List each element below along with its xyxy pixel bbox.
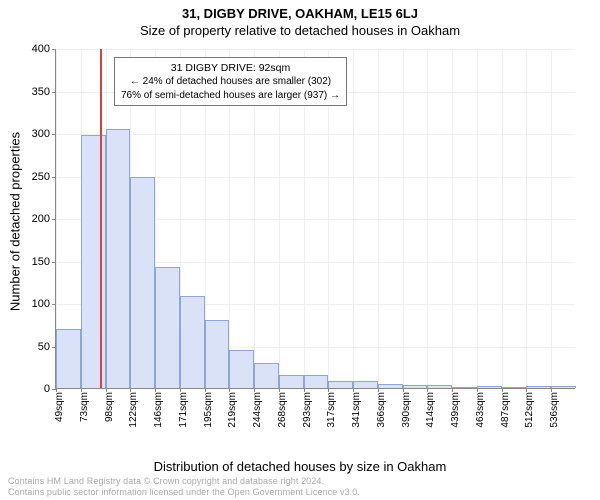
gridline-h — [56, 49, 575, 50]
xtick-label: 487sqm — [500, 392, 511, 428]
gridline-v — [526, 49, 527, 388]
ytick-label: 200 — [32, 213, 50, 225]
page-subtitle: Size of property relative to detached ho… — [0, 21, 600, 42]
xtick-label: 122sqm — [128, 392, 139, 428]
chart-container: Number of detached properties 0501001502… — [0, 44, 600, 444]
plot-area: 05010015020025030035040049sqm73sqm98sqm1… — [55, 49, 575, 389]
histogram-bar — [130, 177, 155, 388]
histogram-bar — [526, 386, 551, 388]
histogram-bar — [551, 386, 576, 388]
ytick-label: 100 — [32, 298, 50, 310]
xtick-label: 317sqm — [326, 392, 337, 428]
gridline-v — [353, 49, 354, 388]
histogram-bar — [229, 350, 254, 388]
histogram-bar — [56, 329, 81, 389]
ytick-label: 400 — [32, 43, 50, 55]
histogram-bar — [304, 375, 329, 388]
info-box-line3: 76% of semi-detached houses are larger (… — [121, 89, 340, 103]
histogram-bar — [403, 385, 428, 388]
xtick-label: 268sqm — [277, 392, 288, 428]
xtick-label: 341sqm — [351, 392, 362, 428]
xtick-label: 512sqm — [524, 392, 535, 428]
credits-line1: Contains HM Land Registry data © Crown c… — [8, 476, 360, 487]
histogram-bar — [205, 320, 230, 388]
xtick-label: 366sqm — [376, 392, 387, 428]
credits-line2: Contains public sector information licen… — [8, 487, 360, 498]
histogram-bar — [106, 129, 131, 388]
info-box-line2: ← 24% of detached houses are smaller (30… — [121, 75, 340, 89]
xtick-label: 73sqm — [79, 392, 90, 422]
xtick-label: 219sqm — [227, 392, 238, 428]
y-axis-label: Number of detached properties — [8, 92, 23, 352]
histogram-bar — [254, 363, 279, 389]
gridline-v — [477, 49, 478, 388]
ytick-label: 250 — [32, 171, 50, 183]
gridline-v — [403, 49, 404, 388]
page-title: 31, DIGBY DRIVE, OAKHAM, LE15 6LJ — [0, 0, 600, 21]
gridline-v — [502, 49, 503, 388]
info-box: 31 DIGBY DRIVE: 92sqm ← 24% of detached … — [114, 57, 347, 106]
xtick-label: 146sqm — [153, 392, 164, 428]
xtick-label: 414sqm — [425, 392, 436, 428]
histogram-bar — [328, 381, 353, 388]
histogram-bar — [279, 375, 304, 388]
xtick-label: 244sqm — [252, 392, 263, 428]
histogram-bar — [502, 387, 527, 388]
histogram-bar — [477, 386, 502, 388]
histogram-bar — [155, 267, 180, 388]
xtick-label: 536sqm — [549, 392, 560, 428]
x-axis-label: Distribution of detached houses by size … — [0, 459, 600, 474]
credits: Contains HM Land Registry data © Crown c… — [8, 476, 360, 499]
gridline-v — [452, 49, 453, 388]
histogram-bar — [180, 296, 205, 388]
ytick-label: 50 — [38, 341, 50, 353]
histogram-bar — [81, 135, 106, 388]
histogram-bar — [427, 385, 452, 388]
gridline-v — [427, 49, 428, 388]
xtick-label: 463sqm — [475, 392, 486, 428]
histogram-bar — [378, 384, 403, 388]
gridline-h — [56, 134, 575, 135]
xtick-label: 49sqm — [54, 392, 65, 422]
info-box-line1: 31 DIGBY DRIVE: 92sqm — [121, 61, 340, 75]
histogram-bar — [353, 381, 378, 388]
xtick-label: 390sqm — [401, 392, 412, 428]
gridline-v — [551, 49, 552, 388]
ytick-label: 0 — [44, 383, 50, 395]
histogram-bar — [452, 387, 477, 388]
xtick-label: 171sqm — [178, 392, 189, 428]
xtick-label: 293sqm — [302, 392, 313, 428]
ytick-label: 300 — [32, 128, 50, 140]
xtick-label: 439sqm — [450, 392, 461, 428]
xtick-label: 195sqm — [203, 392, 214, 428]
gridline-v — [378, 49, 379, 388]
ytick-label: 150 — [32, 256, 50, 268]
marker-line — [100, 49, 102, 388]
ytick-label: 350 — [32, 86, 50, 98]
xtick-label: 98sqm — [104, 392, 115, 422]
